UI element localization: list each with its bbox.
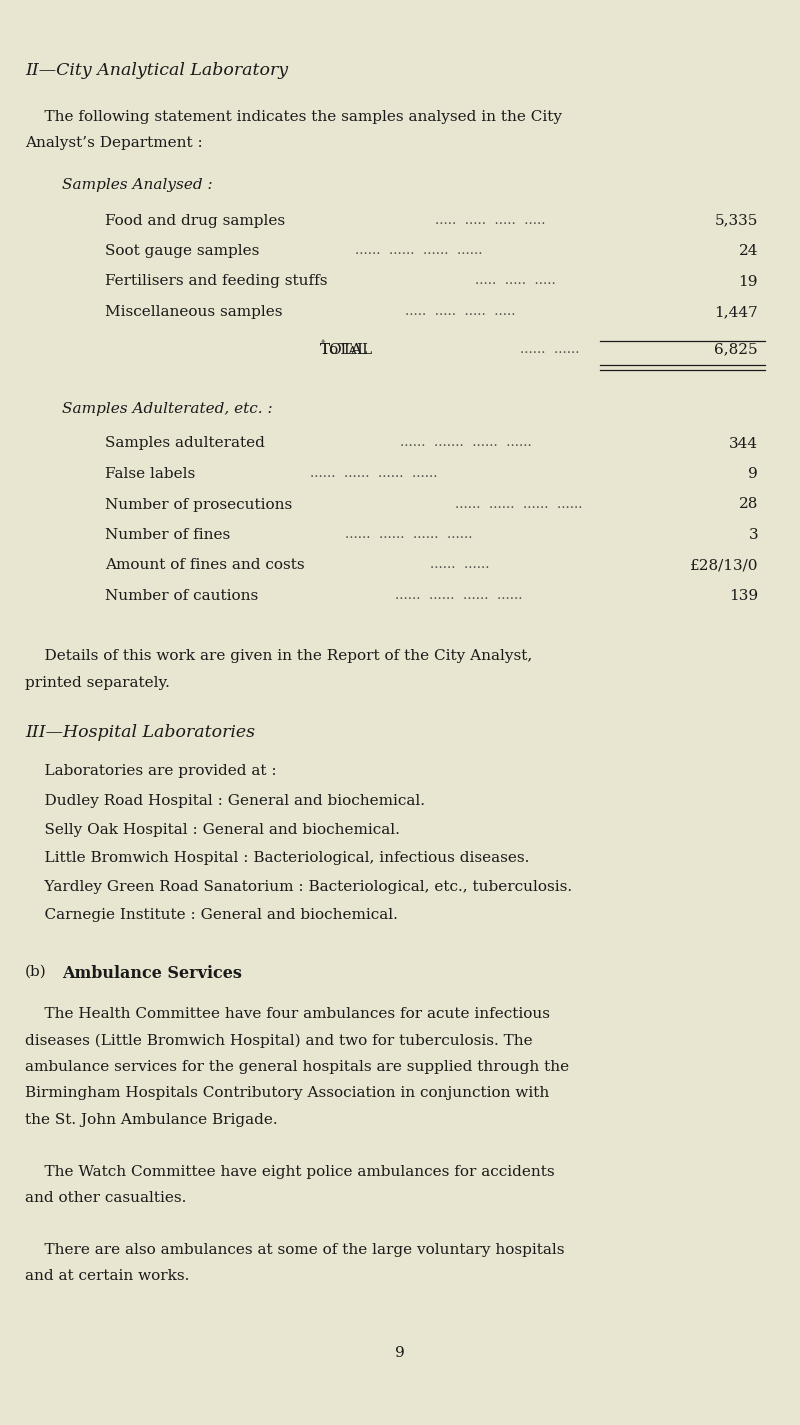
- Text: Samples Analysed :: Samples Analysed :: [62, 178, 213, 192]
- Text: 344: 344: [729, 436, 758, 450]
- Text: Little Bromwich Hospital : Bacteriological, infectious diseases.: Little Bromwich Hospital : Bacteriologic…: [25, 852, 530, 865]
- Text: .....  .....  .....  .....: ..... ..... ..... .....: [435, 214, 546, 227]
- Text: ......  ......  ......  ......: ...... ...... ...... ......: [310, 467, 438, 480]
- Text: Samples Adulterated, etc. :: Samples Adulterated, etc. :: [62, 402, 273, 416]
- Text: TᴏTᴀL: TᴏTᴀL: [320, 342, 368, 356]
- Text: ......  ......  ......  ......: ...... ...... ...... ......: [345, 529, 473, 542]
- Text: Birmingham Hospitals Contributory Association in conjunction with: Birmingham Hospitals Contributory Associ…: [25, 1086, 550, 1100]
- Text: ......  ......  ......  ......: ...... ...... ...... ......: [355, 244, 482, 256]
- Text: ......  ......: ...... ......: [520, 342, 579, 355]
- Text: ambulance services for the general hospitals are supplied through the: ambulance services for the general hospi…: [25, 1060, 569, 1074]
- Text: False labels: False labels: [105, 467, 195, 482]
- Text: The Health Committee have four ambulances for acute infectious: The Health Committee have four ambulance…: [25, 1007, 550, 1020]
- Text: 5,335: 5,335: [714, 214, 758, 228]
- Text: Analyst’s Department :: Analyst’s Department :: [25, 137, 202, 151]
- Text: There are also ambulances at some of the large voluntary hospitals: There are also ambulances at some of the…: [25, 1243, 565, 1257]
- Text: Number of cautions: Number of cautions: [105, 589, 258, 603]
- Text: 139: 139: [729, 589, 758, 603]
- Text: 1,447: 1,447: [714, 305, 758, 319]
- Text: Dudley Road Hospital : General and biochemical.: Dudley Road Hospital : General and bioch…: [25, 795, 425, 808]
- Text: Fertilisers and feeding stuffs: Fertilisers and feeding stuffs: [105, 275, 327, 288]
- Text: ......  ......: ...... ......: [430, 559, 490, 571]
- Text: Laboratories are provided at :: Laboratories are provided at :: [25, 764, 277, 778]
- Text: .....  .....  .....  .....: ..... ..... ..... .....: [405, 305, 515, 318]
- Text: The Watch Committee have eight police ambulances for accidents: The Watch Committee have eight police am…: [25, 1164, 554, 1178]
- Text: Soot gauge samples: Soot gauge samples: [105, 244, 259, 258]
- Text: Amount of fines and costs: Amount of fines and costs: [105, 559, 305, 573]
- Text: 9: 9: [748, 467, 758, 482]
- Text: diseases (Little Bromwich Hospital) and two for tuberculosis. The: diseases (Little Bromwich Hospital) and …: [25, 1033, 533, 1047]
- Text: and other casualties.: and other casualties.: [25, 1191, 186, 1206]
- Text: 19: 19: [738, 275, 758, 288]
- Text: ......  .......  ......  ......: ...... ....... ...... ......: [400, 436, 532, 449]
- Text: II—City Analytical Laboratory: II—City Analytical Laboratory: [25, 63, 288, 78]
- Text: Food and drug samples: Food and drug samples: [105, 214, 285, 228]
- Text: Miscellaneous samples: Miscellaneous samples: [105, 305, 282, 319]
- Text: ♦: ♦: [320, 338, 326, 345]
- Text: III—Hospital Laboratories: III—Hospital Laboratories: [25, 724, 255, 741]
- Text: Selly Oak Hospital : General and biochemical.: Selly Oak Hospital : General and biochem…: [25, 824, 400, 836]
- Text: Carnegie Institute : General and biochemical.: Carnegie Institute : General and biochem…: [25, 909, 398, 922]
- Text: and at certain works.: and at certain works.: [25, 1270, 190, 1282]
- Text: (b): (b): [25, 965, 46, 979]
- Text: 24: 24: [738, 244, 758, 258]
- Text: Ambulance Services: Ambulance Services: [62, 965, 242, 982]
- Text: the St. John Ambulance Brigade.: the St. John Ambulance Brigade.: [25, 1113, 278, 1127]
- Text: 6,825: 6,825: [714, 342, 758, 356]
- Text: £28/13/0: £28/13/0: [690, 559, 758, 573]
- Text: 9: 9: [395, 1345, 405, 1359]
- Text: printed separately.: printed separately.: [25, 675, 170, 690]
- Text: .....  .....  .....: ..... ..... .....: [475, 275, 556, 288]
- Text: 3: 3: [748, 529, 758, 542]
- Text: Details of this work are given in the Report of the City Analyst,: Details of this work are given in the Re…: [25, 650, 532, 664]
- Text: 28: 28: [738, 497, 758, 512]
- Text: Number of prosecutions: Number of prosecutions: [105, 497, 292, 512]
- Text: ......  ......  ......  ......: ...... ...... ...... ......: [455, 497, 582, 510]
- Text: ......  ......  ......  ......: ...... ...... ...... ......: [395, 589, 522, 601]
- Text: TOTAL: TOTAL: [320, 342, 373, 356]
- Text: Samples adulterated: Samples adulterated: [105, 436, 265, 450]
- Text: Number of fines: Number of fines: [105, 529, 230, 542]
- Text: Yardley Green Road Sanatorium : Bacteriological, etc., tuberculosis.: Yardley Green Road Sanatorium : Bacterio…: [25, 881, 572, 893]
- Text: The following statement indicates the samples analysed in the City: The following statement indicates the sa…: [25, 110, 562, 124]
